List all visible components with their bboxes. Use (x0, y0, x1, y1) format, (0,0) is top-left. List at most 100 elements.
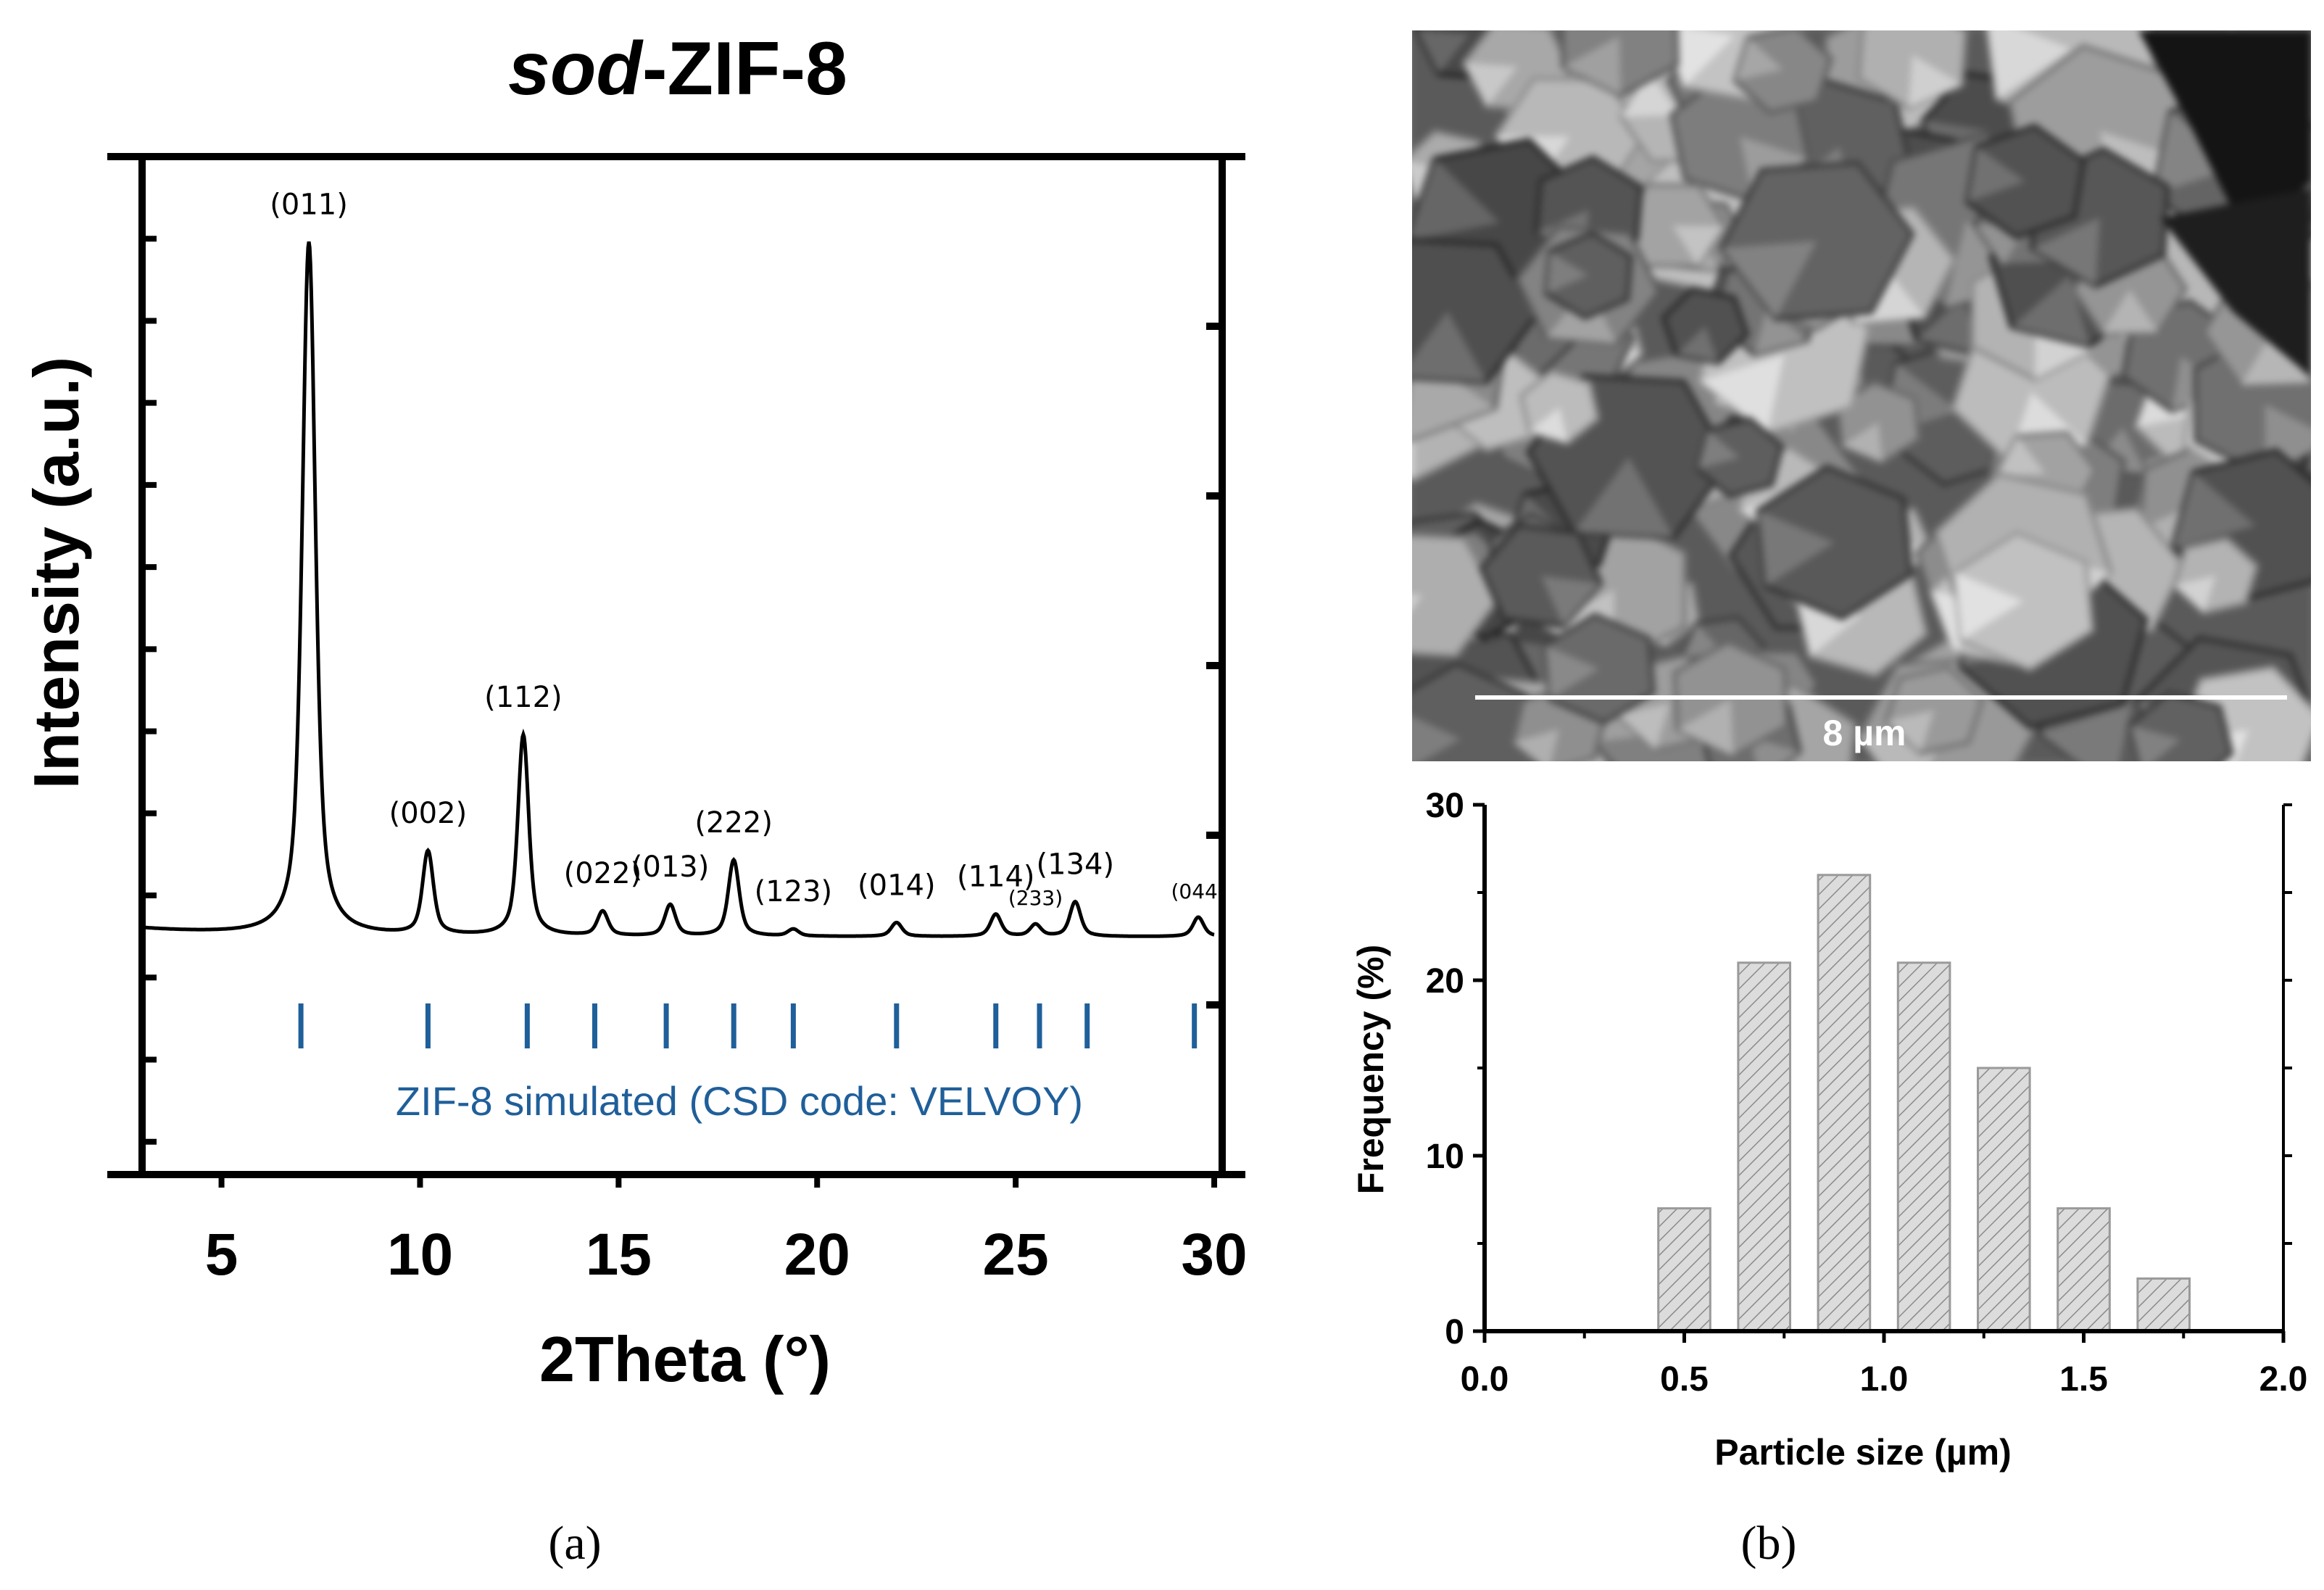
xrd-peak-label: (011) (270, 188, 348, 221)
panel-b-label: (b) (1741, 1517, 1797, 1570)
xrd-title-rest: -ZIF-8 (642, 27, 847, 111)
histogram-bar (1737, 961, 1792, 1333)
histogram-y-tick-label: 20 (1426, 962, 1464, 1001)
sem-crystal-facet (1995, 436, 2046, 477)
xrd-peak-label: (222) (694, 806, 773, 840)
sem-crystal (1412, 533, 1501, 658)
histogram-x-axis-label: Particle size (µm) (1714, 1432, 2012, 1473)
sem-crystal-facet (2031, 218, 2100, 286)
sem-crystal-facet (1967, 146, 2025, 202)
sem-crystal-facet (1908, 54, 1962, 109)
sem-crystal-facet (1754, 306, 1808, 355)
histogram-y-tick-label: 30 (1426, 787, 1464, 825)
xrd-peak-label: (014) (858, 869, 936, 902)
sem-crystal-facet (2153, 111, 2241, 194)
sem-crystal-facet (2101, 289, 2159, 334)
histogram-axes (1473, 803, 2292, 1343)
sem-crystal-facet (1735, 38, 1783, 81)
sem-crystal-facet (1464, 62, 1518, 107)
sem-crystal-facet (2174, 575, 2216, 613)
sem-crystal-facet (1545, 252, 1589, 294)
sem-crystal-facet (1617, 703, 1670, 750)
sem-crystal-facet (1412, 594, 1423, 610)
histogram-bar (1896, 961, 1951, 1333)
histogram-y-tick-label: 0 (1445, 1313, 1464, 1351)
xrd-trace (141, 241, 1215, 938)
reference-caption: ZIF-8 simulated (CSD code: VELVOY) (396, 1078, 1083, 1124)
histogram-y-tick-label: 10 (1426, 1138, 1464, 1176)
xrd-peak-label: (002) (389, 797, 468, 830)
histogram-x-tick-label: 0.5 (1660, 1360, 1709, 1399)
xrd-panel: sod-ZIF-8 5 10 15 20 25 30 (011) (002) (112) (02… (20, 27, 1248, 1570)
sem-crystal-facet (1663, 30, 1735, 87)
sem-crystal-facet (1954, 572, 2024, 641)
sem-crystal-facet (1416, 30, 1470, 75)
histogram-x-tick-label: 1.5 (2059, 1360, 2108, 1399)
xrd-x-tick-label: 30 (1181, 1222, 1247, 1288)
sem-image: 8 µm (1412, 30, 2311, 761)
xrd-peak-label: (044) (1171, 879, 1225, 903)
sem-crystal-facet (1573, 457, 1674, 538)
sem-crystal-facet (1676, 326, 1719, 363)
sem-crystal-facet (2172, 472, 2256, 548)
sem-crystal-facet (1412, 394, 1416, 481)
sem-crystal-facet (1513, 729, 1559, 761)
scale-bar-label: 8 µm (1823, 713, 1906, 753)
sem-crystal-facet (1699, 354, 1785, 434)
sem-crystal-facet (1540, 576, 1601, 626)
histogram-y-axis-label: Frequency (%) (1350, 945, 1391, 1195)
xrd-peak-label: (112) (484, 681, 563, 714)
xrd-pattern-line (141, 241, 1215, 938)
histogram-x-tick-label: 2.0 (2259, 1360, 2308, 1399)
sem-crystal-facet (1511, 756, 1580, 761)
panel-a-label: (a) (548, 1517, 601, 1570)
sem-crystal-facet (1758, 510, 1835, 587)
histogram-panel: 0 10 20 30 0.0 0.5 1.0 1.5 2.0 Particle size (µm… (1350, 787, 2307, 1570)
sem-crystal-facet (1916, 297, 1981, 355)
sem-crystal-facet (1620, 70, 1680, 117)
histogram-x-tick-label: 0.0 (1461, 1360, 1509, 1399)
sem-crystal-facet (1720, 241, 1817, 320)
sem-crystal-facet (2011, 276, 2091, 347)
sem-dark-void (2138, 30, 2311, 239)
xrd-peak-label: (114) (957, 861, 1035, 894)
sem-crystal-facet (1563, 36, 1621, 96)
histogram-tick-labels: 0 10 20 30 0.0 0.5 1.0 1.5 2.0 (1426, 787, 2308, 1399)
sem-crystal-facet (2038, 703, 2132, 761)
sem-crystal-facet (1886, 710, 1935, 753)
sem-crystal-facet (1988, 30, 2072, 99)
xrd-title-italic: sod (508, 27, 644, 111)
xrd-x-tick-label: 20 (784, 1222, 850, 1288)
histogram-x-tick-label: 1.0 (1860, 1360, 1909, 1399)
histogram-bar (1817, 874, 1872, 1333)
xrd-axes (107, 153, 1245, 1178)
histogram-bar (1657, 1207, 1711, 1333)
xrd-x-tick-label: 10 (387, 1222, 453, 1288)
xrd-x-axis-label: 2Theta (°) (539, 1323, 831, 1395)
histogram-bars (1657, 874, 2191, 1333)
sem-crystal-facet (2130, 725, 2181, 761)
histogram-bar (2136, 1277, 2191, 1333)
xrd-peak-label: (013) (631, 850, 710, 884)
xrd-x-tick-label: 25 (983, 1222, 1049, 1288)
sem-crystal-facet (1412, 716, 1461, 761)
sem-crystal-facet (1677, 699, 1734, 757)
xrd-peak-labels: (011) (002) (112) (022)(013) (222) (123) (014)… (270, 188, 1225, 910)
sem-crystal-facet (2241, 330, 2311, 386)
sem-crystal-facet (1545, 645, 1600, 700)
sem-dark-void (2160, 189, 2311, 377)
xrd-peak-label: (134) (1037, 848, 1115, 882)
xrd-reference-markers (298, 1003, 1198, 1048)
xrd-x-tick-label: 5 (205, 1222, 238, 1288)
xrd-x-tick-label: 15 (586, 1222, 652, 1288)
sem-crystal-facet (1672, 225, 1725, 267)
sem-crystal-facet (1529, 407, 1568, 443)
histogram-bar (1976, 1067, 2031, 1333)
sem-crystal-facet (1412, 311, 1487, 383)
xrd-y-axis-label: Intensity (a.u.) (20, 357, 92, 790)
sem-crystal-facet (1697, 430, 1740, 469)
histogram-bar (2057, 1207, 2111, 1333)
xrd-peak-label: (022) (564, 857, 642, 890)
xrd-peak-label: (233) (1008, 886, 1063, 910)
